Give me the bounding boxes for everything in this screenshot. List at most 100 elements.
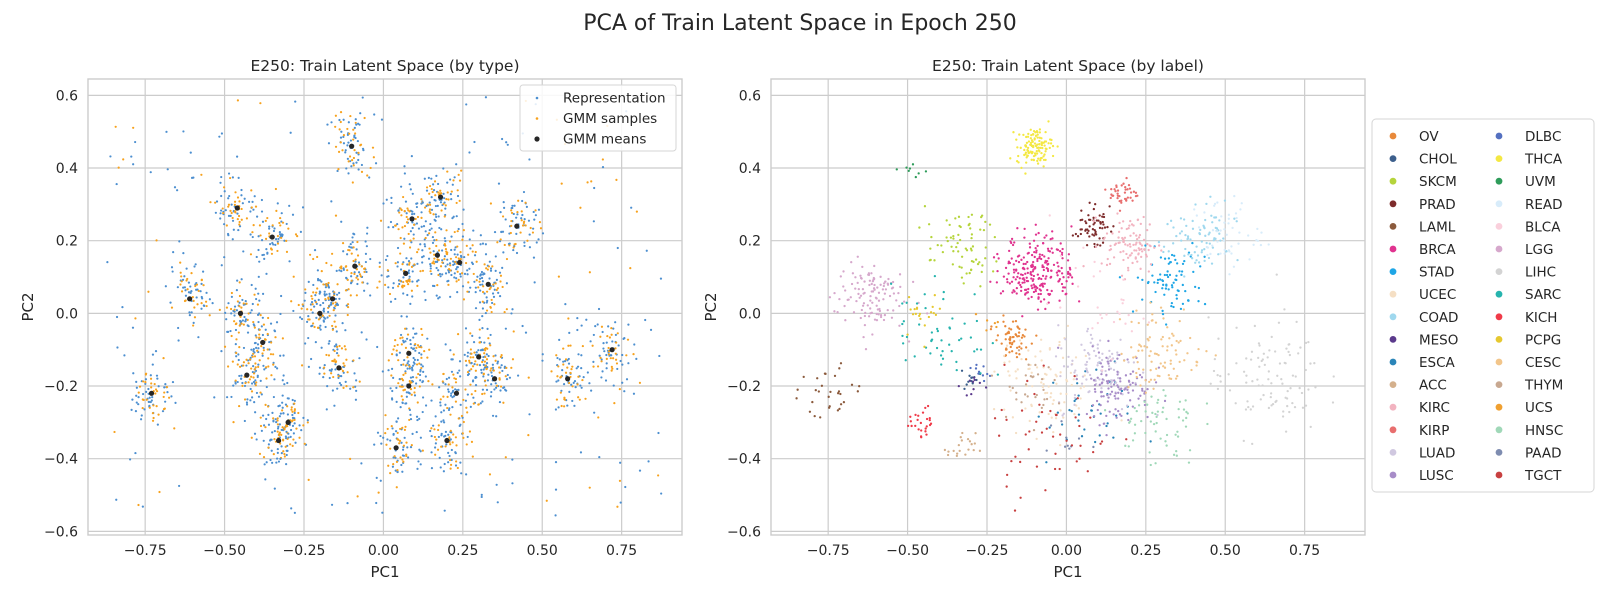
label-point-skcm	[981, 264, 984, 267]
label-point-read	[1205, 245, 1208, 249]
label-point-brca	[1012, 268, 1016, 271]
representation-point	[429, 429, 432, 433]
gmm-sample-point	[610, 326, 613, 330]
label-point-lgg	[871, 280, 875, 283]
label-point-lgg	[873, 288, 876, 291]
label-point-hnsc	[1206, 422, 1209, 426]
gmm-mean-point	[453, 390, 460, 396]
legend-marker	[1495, 200, 1503, 208]
label-point-thym	[1047, 366, 1050, 369]
label-point-sarc	[930, 338, 934, 341]
representation-point	[400, 441, 403, 444]
representation-point	[607, 325, 610, 328]
label-point-kirc	[1131, 261, 1134, 265]
representation-point	[597, 307, 601, 311]
label-point-cesc	[1149, 350, 1152, 353]
representation-point	[521, 213, 524, 217]
label-point-blca	[1121, 302, 1124, 305]
gmm-sample-point	[406, 283, 410, 286]
legend-marker	[1495, 336, 1503, 343]
representation-point	[356, 274, 359, 278]
representation-point	[528, 246, 532, 249]
representation-point	[455, 268, 458, 271]
gmm-sample-point	[545, 499, 548, 502]
label-point-lusc	[1141, 387, 1144, 390]
representation-point	[449, 394, 453, 397]
representation-point	[511, 482, 514, 485]
label-point-lihc	[1217, 337, 1220, 340]
representation-point	[448, 454, 451, 458]
representation-point	[239, 377, 243, 380]
label-point-lgg	[886, 282, 889, 285]
representation-point	[445, 443, 448, 446]
representation-point	[254, 411, 257, 414]
label-point-sarc	[975, 319, 979, 323]
gmm-sample-point	[591, 344, 594, 347]
label-point-prad	[1089, 218, 1092, 222]
gmm-sample-point	[416, 215, 420, 219]
gmm-sample-point	[184, 299, 187, 302]
label-point-thca	[1019, 146, 1022, 149]
representation-point	[195, 288, 198, 291]
label-point-thca	[1051, 144, 1055, 148]
representation-point	[557, 379, 560, 382]
representation-point	[592, 220, 595, 223]
label-point-skcm	[960, 255, 964, 258]
label-point-skcm	[954, 217, 957, 220]
label-point-coad	[1183, 254, 1186, 257]
representation-point	[272, 361, 275, 364]
gmm-sample-point	[477, 286, 480, 289]
label-point-lihc	[1267, 378, 1270, 381]
gmm-sample-point	[256, 349, 259, 352]
label-point-lihc	[1207, 316, 1210, 319]
label-point-brca	[1049, 275, 1053, 279]
representation-point	[309, 303, 313, 306]
representation-point	[463, 255, 466, 259]
representation-point	[564, 303, 567, 306]
label-point-luad	[1062, 365, 1066, 368]
representation-point	[418, 373, 422, 377]
representation-point	[201, 297, 204, 300]
representation-point	[116, 346, 119, 349]
label-point-sarc	[923, 293, 926, 296]
representation-point	[187, 291, 191, 294]
label-point-skcm	[970, 249, 973, 252]
legend-marker	[1389, 177, 1397, 185]
label-point-ov	[1016, 335, 1019, 338]
label-point-kirc	[1146, 228, 1149, 232]
label-point-kirp	[1111, 194, 1114, 197]
label-point-tgct	[1005, 418, 1008, 421]
gmm-sample-point	[165, 385, 169, 389]
gmm-sample-point	[398, 385, 402, 388]
label-point-hnsc	[1164, 394, 1167, 397]
plot-by-type: −0.75 −0.50 −0.25 0.00 0.25 0.50 0.75−0.6−0.4−…	[19, 57, 683, 581]
gmm-sample-point	[406, 218, 410, 221]
gmm-sample-point	[252, 320, 255, 324]
gmm-sample-point	[478, 280, 481, 283]
representation-point	[358, 357, 361, 360]
gmm-sample-point	[433, 435, 437, 439]
gmm-sample-point	[244, 381, 247, 385]
gmm-sample-point	[418, 385, 421, 388]
label-point-skcm	[967, 215, 970, 219]
representation-point	[452, 389, 455, 392]
gmm-sample-point	[265, 377, 268, 380]
label-point-lgg	[869, 294, 872, 298]
label-point-sarc	[905, 335, 909, 339]
label-point-kirc	[1133, 249, 1136, 252]
label-point-kich	[917, 414, 920, 417]
label-point-cesc	[1141, 349, 1144, 352]
label-point-laml	[856, 390, 859, 393]
gmm-sample-point	[569, 371, 572, 375]
label-point-esca	[1068, 408, 1071, 412]
label-point-brca	[1051, 230, 1054, 233]
label-point-luad	[1086, 371, 1089, 374]
label-point-hnsc	[1154, 430, 1157, 433]
label-point-brca	[1031, 263, 1034, 266]
representation-point	[255, 391, 259, 395]
label-point-lusc	[1091, 345, 1094, 348]
representation-point	[284, 435, 287, 438]
label-point-lihc	[1287, 343, 1290, 346]
label-point-brca	[1037, 292, 1040, 296]
label-point-stad	[1170, 253, 1174, 257]
